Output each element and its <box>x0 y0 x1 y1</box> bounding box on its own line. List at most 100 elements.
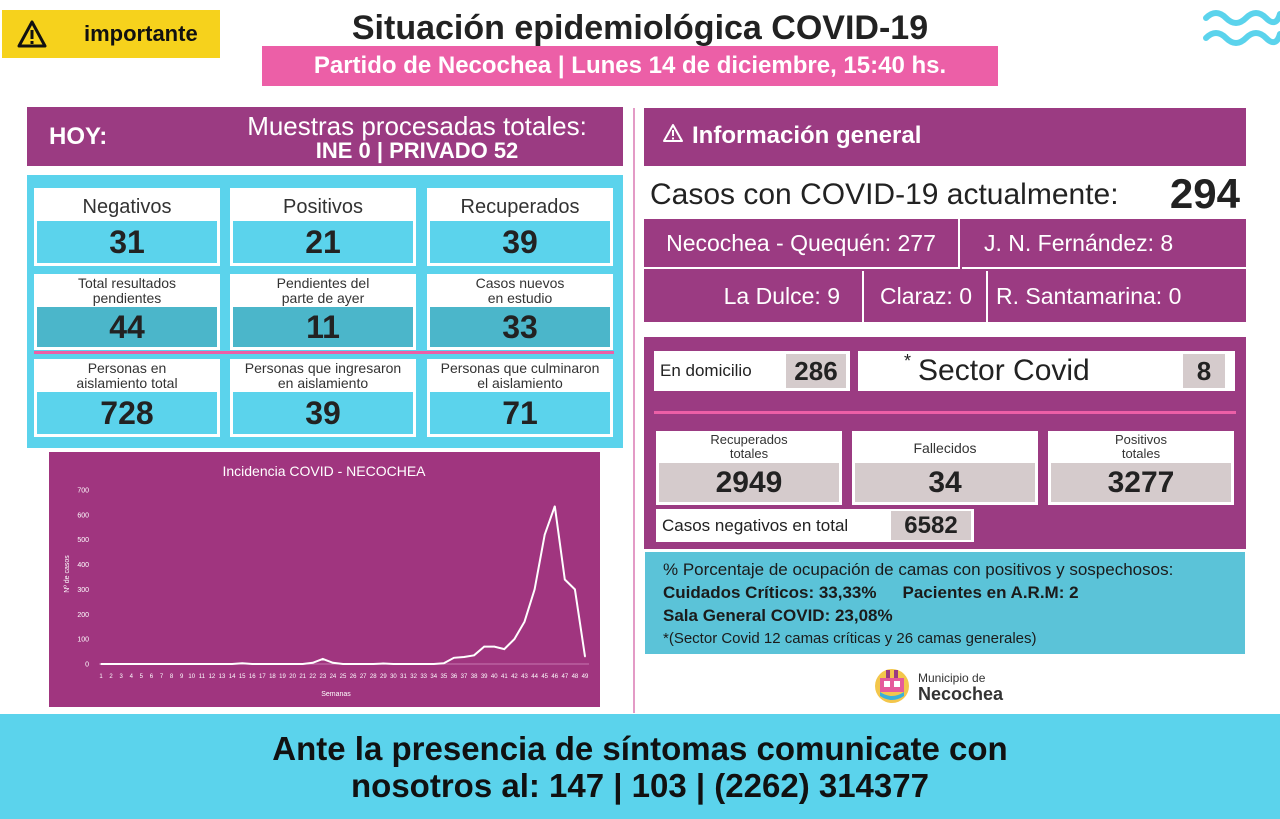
chart-point <box>140 663 143 665</box>
sector-covid-box: * Sector Covid 8 <box>858 351 1235 391</box>
stat-label: Personas que ingresaron en aislamiento <box>244 360 402 391</box>
chart-xtick-label: 47 <box>561 674 568 680</box>
chart-point <box>130 663 133 665</box>
chart-point <box>372 663 375 665</box>
chart-point <box>503 648 506 650</box>
stat-label: Casos nuevos en estudio <box>475 275 565 306</box>
chart-ytick-label: 300 <box>77 587 89 594</box>
total-positivos: Positivos totales 3277 <box>1048 431 1234 505</box>
stat-culminaron: Personas que culminaron el aislamiento 71 <box>427 359 613 437</box>
chart-ytick-label: 0 <box>85 662 89 669</box>
stat-total-pendientes: Total resultados pendientes 44 <box>34 274 220 350</box>
chart-ytick-label: 400 <box>77 562 89 569</box>
chart-series-line <box>101 505 586 665</box>
stat-value: 728 <box>37 392 217 434</box>
totals-panel: En domicilio 286 * Sector Covid 8 Recupe… <box>644 337 1246 549</box>
chart-xtick-label: 5 <box>140 674 144 680</box>
chart-xtick-label: 41 <box>501 674 508 680</box>
domicilio-box: En domicilio 286 <box>654 351 850 391</box>
chart-point <box>241 662 243 665</box>
chart-xtick-label: 13 <box>219 674 226 680</box>
stat-label: Recuperados <box>460 196 580 218</box>
stat-label: Recuperados totales <box>710 432 788 461</box>
importante-badge: importante <box>2 10 220 58</box>
chart-ytick-label: 600 <box>77 512 89 519</box>
stat-positivos: Positivos 21 <box>230 188 416 266</box>
location-fernandez: J. N. Fernández: 8 <box>962 219 1246 269</box>
stat-value: 71 <box>430 392 610 434</box>
sector-covid-note: *(Sector Covid 12 camas críticas y 26 ca… <box>663 630 1037 647</box>
chart-point <box>533 588 536 591</box>
chart-xtick-label: 23 <box>319 674 326 680</box>
chart-xtick-label: 45 <box>541 674 548 680</box>
stat-casos-nuevos: Casos nuevos en estudio 33 <box>427 274 613 350</box>
chart-point <box>251 663 254 665</box>
chart-point <box>120 663 122 665</box>
chart-point <box>432 663 435 665</box>
stat-recuperados: Recuperados 39 <box>427 188 613 266</box>
stat-value: 11 <box>233 307 413 347</box>
chart-point <box>311 661 314 664</box>
camas-info: % Porcentaje de ocupación de camas con p… <box>645 552 1245 654</box>
sector-label: Sector Covid <box>918 354 1090 387</box>
chart-xtick-label: 37 <box>461 674 468 680</box>
stat-label: Negativos <box>82 196 172 218</box>
chart-xtick-label: 12 <box>209 674 216 680</box>
chart-xtick-label: 18 <box>269 674 276 680</box>
chart-point <box>180 663 183 665</box>
location-santamarina: R. Santamarina: 0 <box>996 283 1182 309</box>
chart-ylabel: Nº de casos <box>64 555 71 593</box>
chart-point <box>201 663 203 665</box>
muestras-detail: INE 0 | PRIVADO 52 <box>315 138 519 163</box>
chart-point <box>261 663 264 665</box>
chart-point <box>473 654 475 657</box>
stat-label: Total resultados pendientes <box>77 275 177 306</box>
stats-panel: Negativos 31 Positivos 21 Recuperados 39… <box>27 175 623 448</box>
info-title: Información general <box>692 122 922 149</box>
stat-label: Fallecidos <box>913 440 977 456</box>
chart-point <box>322 658 324 660</box>
chart-point <box>574 588 576 591</box>
chart-point <box>553 505 556 507</box>
chart-xtick-label: 36 <box>451 674 458 680</box>
chart-xtick-label: 24 <box>330 674 337 680</box>
logo-line1: Municipio de <box>918 671 986 685</box>
location-la-dulce: La Dulce: 9 <box>644 271 864 322</box>
chart-point <box>584 655 586 658</box>
chart-point <box>402 663 405 665</box>
chart-xtick-label: 49 <box>582 674 589 680</box>
footer-line2: nosotros al: 147 | 103 | (2262) 314377 <box>351 766 929 804</box>
hoy-label: HOY: <box>49 123 108 150</box>
page-title: Situación epidemiológica COVID-19 <box>351 8 929 47</box>
chart-point <box>110 663 112 665</box>
chart-xtick-label: 25 <box>340 674 347 680</box>
chart-point <box>422 663 425 665</box>
casos-label: Casos con COVID-19 actualmente: <box>650 178 1119 211</box>
total-recuperados: Recuperados totales 2949 <box>656 431 842 505</box>
chart-xtick-label: 29 <box>380 674 387 680</box>
incidence-chart: Incidencia COVID - NECOCHEA Nº de casos … <box>49 452 600 707</box>
chart-xtick-label: 19 <box>279 674 286 680</box>
chart-point <box>463 656 465 658</box>
chart-xtick-label: 8 <box>170 674 174 680</box>
chart-xtick-label: 16 <box>249 674 256 680</box>
stat-value: 39 <box>233 392 413 434</box>
stat-value: 44 <box>37 307 217 347</box>
chart-point <box>392 663 395 665</box>
stat-label: Personas en aislamiento total <box>76 360 178 391</box>
chart-xtick-label: 33 <box>420 674 427 680</box>
stat-ingresaron: Personas que ingresaron en aislamiento 39 <box>230 359 416 437</box>
stat-aislamiento-total: Personas en aislamiento total 728 <box>34 359 220 437</box>
chart-xtick-label: 31 <box>400 674 407 680</box>
chart-ytick-label: 200 <box>77 612 89 619</box>
logo-line2: Necochea <box>918 684 1004 704</box>
chart-xtick-label: 15 <box>239 674 246 680</box>
location-necochea: Necochea - Quequén: 277 <box>644 219 960 269</box>
location-claraz: Claraz: 0 <box>866 271 988 322</box>
casos-actuales: Casos con COVID-19 actualmente: 294 <box>650 170 1250 217</box>
chart-point <box>523 620 526 623</box>
chart-point <box>271 663 274 665</box>
chart-title: Incidencia COVID - NECOCHEA <box>222 463 426 479</box>
total-fallecidos: Fallecidos 34 <box>852 431 1038 505</box>
chart-point <box>100 663 102 665</box>
